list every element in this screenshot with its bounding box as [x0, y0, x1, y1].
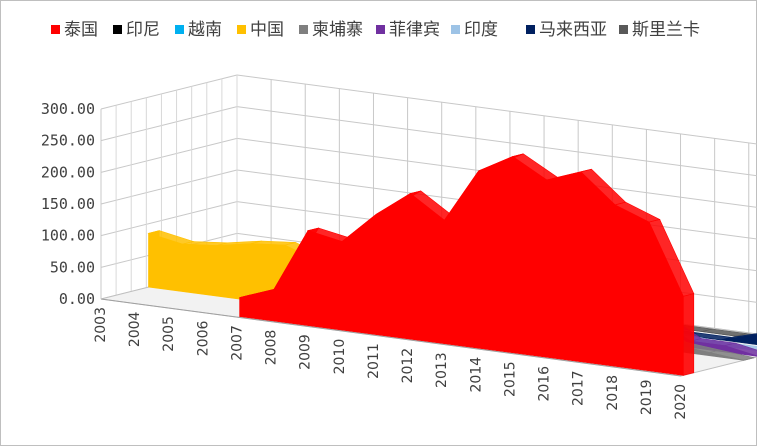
side-gridline — [100, 106, 238, 142]
series-area-泰国 — [239, 156, 684, 376]
series-cap-柬埔寨 — [743, 357, 755, 361]
back-gridline — [236, 106, 757, 177]
legend-swatch — [451, 25, 460, 34]
side-gridline — [100, 74, 238, 110]
series-leftcap-泰国 — [239, 294, 251, 317]
legend-swatch — [619, 25, 628, 34]
legend-entry: 菲律宾 — [389, 20, 440, 40]
legend-entry: 斯里兰卡 — [632, 20, 700, 40]
legend-entry: 柬埔寨 — [312, 20, 363, 40]
x-tick-label: 2007 — [229, 325, 245, 361]
y-tick-label: 100.00 — [41, 227, 95, 245]
x-tick-label: 2009 — [298, 334, 314, 370]
legend-entry: 印度 — [464, 20, 498, 40]
series-cap-泰国 — [682, 293, 695, 376]
y-tick-label: 200.00 — [41, 163, 95, 181]
x-tick-label: 2012 — [400, 348, 416, 384]
x-tick-label: 2018 — [605, 375, 621, 411]
x-tick-label: 2019 — [639, 379, 655, 415]
legend-entry: 马来西亚 — [539, 20, 607, 40]
x-tick-label: 2016 — [537, 366, 553, 402]
x-tick-label: 2020 — [673, 384, 689, 420]
legend-entry: 印尼 — [126, 20, 160, 40]
x-tick-label: 2013 — [434, 352, 450, 388]
legend-entry: 泰国 — [64, 20, 98, 40]
legend-entry: 中国 — [250, 20, 284, 40]
side-gridline — [100, 201, 238, 237]
legend-swatch — [299, 25, 308, 34]
x-tick-label: 2014 — [468, 357, 484, 393]
legend-swatch — [237, 25, 246, 34]
legend-swatch — [376, 25, 385, 34]
x-tick-label: 2017 — [571, 370, 587, 406]
x-tick-label: 2004 — [127, 311, 143, 347]
x-tick-label: 2015 — [502, 361, 518, 397]
x-tick-label: 2011 — [366, 343, 382, 379]
legend-swatch — [51, 25, 60, 34]
x-tick-label: 2006 — [195, 321, 211, 357]
side-gridline — [100, 169, 238, 205]
y-tick-label: 250.00 — [41, 132, 95, 150]
y-tick-label: 300.00 — [41, 100, 95, 118]
legend-swatch — [113, 25, 122, 34]
legend-swatch — [526, 25, 535, 34]
x-tick-label: 2005 — [161, 316, 177, 352]
x-axis-line — [100, 298, 682, 377]
x-tick-label: 2003 — [93, 307, 109, 343]
y-tick-label: 150.00 — [41, 195, 95, 213]
x-tick-label: 2010 — [332, 339, 348, 375]
y-tick-label: 50.00 — [50, 258, 95, 276]
x-tick-label: 2008 — [264, 330, 280, 366]
side-gridline — [100, 137, 238, 173]
series-leftcap-中国 — [148, 230, 160, 288]
legend-swatch — [175, 25, 184, 34]
y-tick-label: 0.00 — [59, 290, 95, 308]
legend-entry: 越南 — [188, 20, 222, 40]
back-gridline — [236, 74, 757, 145]
